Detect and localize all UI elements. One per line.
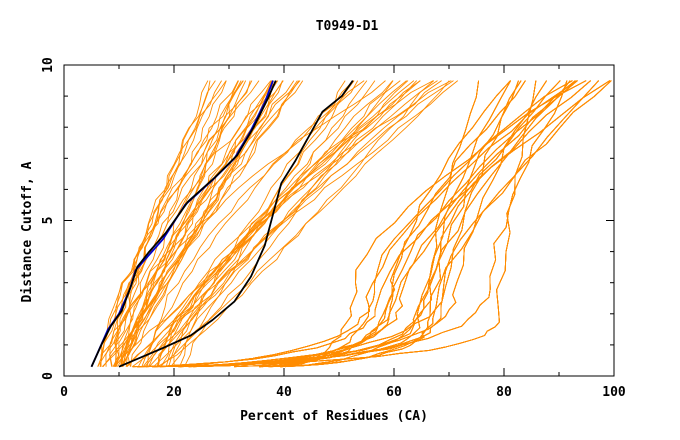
x-tick-label: 0 [60, 385, 68, 400]
background-series-line [183, 80, 409, 367]
y-axis-label: Distance Cutoff, A [20, 161, 35, 302]
y-tick-label: 10 [41, 57, 56, 73]
highlight-series-layer [90, 80, 354, 368]
x-tick-label: 60 [386, 385, 402, 400]
background-series-line [270, 80, 600, 368]
background-series-line [285, 80, 587, 368]
background-series-line [268, 80, 573, 368]
x-axis-label: Percent of Residues (CA) [240, 409, 428, 424]
background-series-line [114, 80, 222, 367]
x-tick-label: 80 [496, 385, 512, 400]
x-tick-label: 40 [276, 385, 292, 400]
background-series-line [144, 80, 376, 367]
background-series-line [117, 80, 247, 367]
background-series-line [173, 80, 421, 367]
background-series-line [114, 80, 209, 367]
y-tick-label: 5 [41, 217, 56, 225]
background-series-line [121, 80, 227, 367]
background-series-line [137, 80, 511, 368]
background-series-line [120, 80, 211, 367]
background-series-line [121, 80, 272, 367]
background-series-line [142, 80, 415, 367]
background-series-line [159, 80, 578, 368]
background-series-line [131, 80, 368, 368]
background-series-line [258, 80, 576, 368]
background-series-line [141, 80, 354, 367]
x-tick-label: 100 [602, 385, 626, 400]
background-series-line [178, 80, 612, 368]
background-series-line [170, 80, 346, 367]
background-series-line [127, 80, 298, 367]
background-series-line [179, 80, 355, 367]
background-series-line [157, 80, 435, 368]
background-series-line [115, 80, 239, 367]
background-series-line [153, 80, 401, 368]
background-series-line [259, 80, 511, 368]
highlight-series-line-2 [90, 80, 277, 368]
axis-layer: 0 20 40 60 80 100 0 5 10 [41, 57, 626, 400]
background-series-line [121, 80, 273, 367]
background-series-line [160, 80, 421, 367]
background-series-line [114, 80, 240, 367]
background-series-line [99, 80, 244, 367]
highlight-series-line-3 [118, 80, 354, 368]
x-tick-label: 20 [166, 385, 182, 400]
background-series-line [136, 80, 537, 368]
series-layer [97, 80, 612, 368]
background-series-line [157, 80, 407, 367]
background-series-line [122, 80, 244, 367]
y-tick-label: 0 [41, 372, 56, 380]
background-series-line [147, 80, 365, 367]
background-series-line [114, 80, 394, 367]
background-series-line [132, 80, 611, 368]
background-series-line [119, 80, 300, 367]
background-series-line [109, 80, 386, 367]
background-series-line [280, 80, 561, 368]
background-series-line [188, 80, 568, 368]
background-series-line [234, 80, 480, 368]
background-series-line [193, 80, 591, 368]
background-series-line [145, 80, 578, 368]
chart-title: T0949-D1 [316, 19, 379, 34]
